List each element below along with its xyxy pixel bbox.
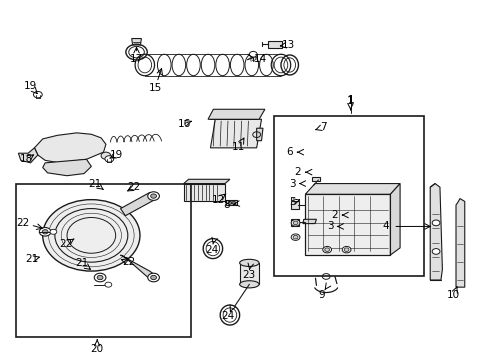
Text: 9: 9 xyxy=(317,290,324,300)
Circle shape xyxy=(94,273,106,282)
Text: 22: 22 xyxy=(127,182,141,192)
Circle shape xyxy=(231,202,235,204)
Text: 22: 22 xyxy=(59,239,72,249)
Polygon shape xyxy=(305,184,399,194)
Text: 18: 18 xyxy=(20,154,33,164)
Polygon shape xyxy=(120,193,155,216)
Text: 16: 16 xyxy=(177,118,190,129)
Circle shape xyxy=(105,156,114,162)
Polygon shape xyxy=(256,128,263,141)
Polygon shape xyxy=(302,219,316,224)
Circle shape xyxy=(227,202,231,204)
Text: 21: 21 xyxy=(88,179,102,189)
Circle shape xyxy=(322,247,331,253)
Circle shape xyxy=(344,248,348,251)
Ellipse shape xyxy=(239,281,259,288)
Circle shape xyxy=(324,248,329,251)
Text: 2: 2 xyxy=(331,210,338,220)
Polygon shape xyxy=(290,219,298,226)
Text: 24: 24 xyxy=(204,245,218,255)
Text: 14: 14 xyxy=(253,54,266,64)
Circle shape xyxy=(342,247,350,253)
Text: 22: 22 xyxy=(122,257,135,267)
Text: 15: 15 xyxy=(148,83,162,93)
Polygon shape xyxy=(225,201,236,205)
Circle shape xyxy=(292,235,297,239)
Text: 19: 19 xyxy=(24,81,37,91)
Polygon shape xyxy=(42,159,91,176)
Polygon shape xyxy=(429,184,442,280)
Text: 4: 4 xyxy=(382,221,388,231)
Circle shape xyxy=(150,275,156,280)
Polygon shape xyxy=(267,41,282,48)
Polygon shape xyxy=(183,179,229,184)
Text: 23: 23 xyxy=(241,270,255,280)
Circle shape xyxy=(42,230,48,234)
Bar xyxy=(16,184,191,337)
Circle shape xyxy=(50,229,57,234)
Circle shape xyxy=(322,274,329,279)
Polygon shape xyxy=(120,255,155,281)
Text: 12: 12 xyxy=(211,195,224,204)
Text: 7: 7 xyxy=(319,122,326,132)
Polygon shape xyxy=(305,194,389,255)
Polygon shape xyxy=(210,119,261,148)
Polygon shape xyxy=(131,39,141,45)
Text: 5: 5 xyxy=(288,197,295,207)
Circle shape xyxy=(290,220,299,226)
Circle shape xyxy=(147,192,159,201)
Text: 3: 3 xyxy=(288,179,295,189)
Circle shape xyxy=(431,249,439,254)
Text: 3: 3 xyxy=(326,221,333,231)
Circle shape xyxy=(147,273,159,282)
Polygon shape xyxy=(239,263,259,284)
Text: 17: 17 xyxy=(130,54,143,64)
Polygon shape xyxy=(389,184,399,255)
Polygon shape xyxy=(290,202,298,208)
Polygon shape xyxy=(455,199,464,287)
Circle shape xyxy=(150,194,156,198)
Text: 13: 13 xyxy=(281,40,294,50)
Text: 22: 22 xyxy=(17,218,30,228)
Text: 1: 1 xyxy=(346,96,353,107)
Text: 19: 19 xyxy=(109,150,122,160)
Circle shape xyxy=(105,282,112,287)
Text: 21: 21 xyxy=(25,254,38,264)
Circle shape xyxy=(292,221,297,225)
Circle shape xyxy=(431,220,439,226)
Circle shape xyxy=(42,200,140,271)
Text: 11: 11 xyxy=(232,142,245,152)
Text: 21: 21 xyxy=(75,258,88,268)
Text: 10: 10 xyxy=(446,290,459,300)
Bar xyxy=(273,116,424,276)
Polygon shape xyxy=(183,184,224,201)
Text: 1: 1 xyxy=(347,95,354,105)
Polygon shape xyxy=(207,109,264,119)
Circle shape xyxy=(39,228,51,236)
Circle shape xyxy=(290,234,299,240)
Circle shape xyxy=(97,275,103,280)
Text: 24: 24 xyxy=(221,311,234,321)
Text: 20: 20 xyxy=(90,343,103,354)
Polygon shape xyxy=(34,133,106,163)
Polygon shape xyxy=(19,148,38,163)
Text: 6: 6 xyxy=(286,147,292,157)
Circle shape xyxy=(101,152,111,159)
Ellipse shape xyxy=(239,259,259,266)
Circle shape xyxy=(249,51,257,57)
Text: 8: 8 xyxy=(223,200,229,210)
Text: 2: 2 xyxy=(294,167,301,177)
Polygon shape xyxy=(311,177,320,181)
Circle shape xyxy=(33,91,42,98)
